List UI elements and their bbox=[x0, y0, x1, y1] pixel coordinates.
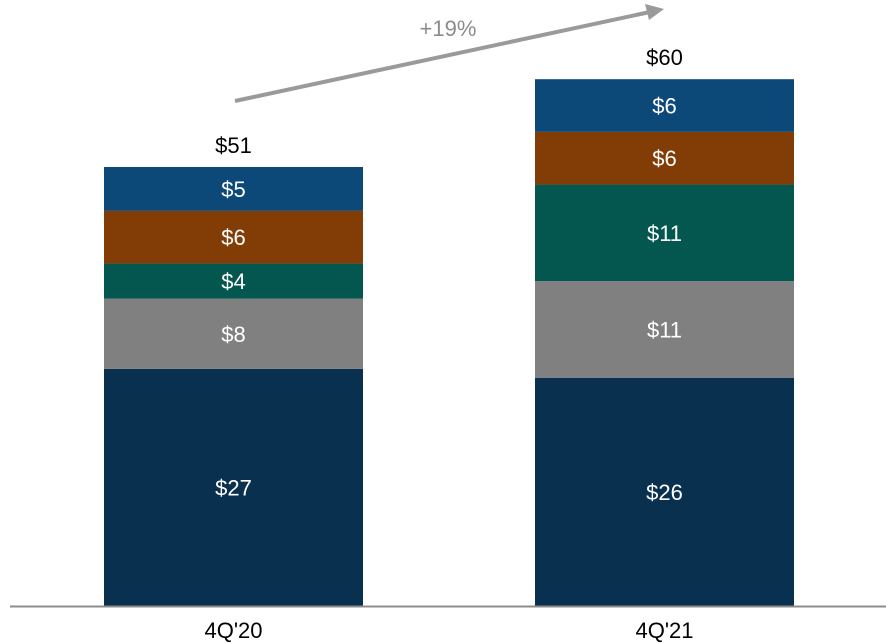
bar-segment-2-4 bbox=[535, 131, 794, 185]
bar-segment-1-3 bbox=[104, 263, 363, 299]
bars-group bbox=[104, 79, 794, 606]
category-labels-group: 4Q'20 4Q'21 bbox=[204, 618, 693, 643]
segment-value-label: $4 bbox=[221, 269, 245, 294]
bar-segment-1-1 bbox=[104, 368, 363, 606]
bar-segment-1-4 bbox=[104, 210, 363, 264]
growth-label: +19% bbox=[420, 16, 477, 41]
bar-segment-2-1 bbox=[535, 377, 794, 606]
growth-arrow-group: +19% bbox=[234, 4, 664, 103]
segment-value-label: $8 bbox=[221, 322, 245, 347]
segment-value-label: $6 bbox=[652, 146, 676, 171]
segment-value-label: $5 bbox=[221, 177, 245, 202]
bar-segment-1-5 bbox=[104, 167, 363, 211]
category-label: 4Q'21 bbox=[635, 618, 693, 643]
segment-value-label: $6 bbox=[652, 94, 676, 119]
category-label: 4Q'20 bbox=[204, 618, 262, 643]
total-labels-group: $51 $60 bbox=[215, 45, 683, 158]
segment-value-label: $27 bbox=[215, 475, 252, 500]
segment-value-label: $26 bbox=[646, 480, 683, 505]
segment-value-label: $11 bbox=[647, 221, 682, 246]
growth-arrow-head bbox=[645, 4, 664, 20]
bar-segment-2-2 bbox=[535, 281, 794, 378]
bar-segment-2-5 bbox=[535, 79, 794, 132]
segment-labels-group: $27 $8 $4 $6 $5 $26 $11 $11 $6 $6 bbox=[215, 94, 683, 505]
total-value-label: $60 bbox=[646, 45, 683, 70]
total-value-label: $51 bbox=[215, 133, 252, 158]
bar-segment-1-2 bbox=[104, 298, 363, 369]
growth-arrow bbox=[234, 10, 651, 103]
bar-segment-2-3 bbox=[535, 184, 794, 282]
segment-value-label: $6 bbox=[221, 225, 245, 250]
segment-value-label: $11 bbox=[647, 317, 682, 342]
